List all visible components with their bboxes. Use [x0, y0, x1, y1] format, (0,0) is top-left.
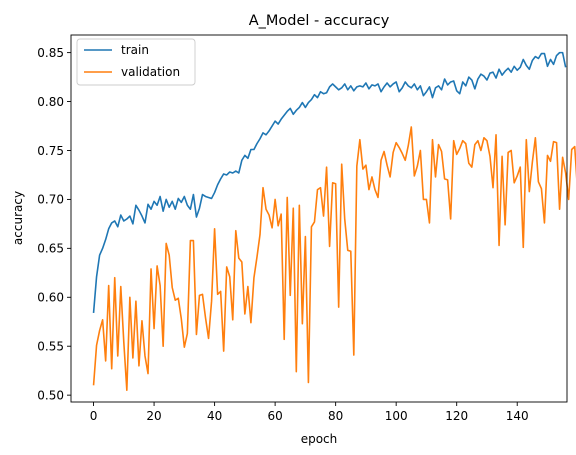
y-tick-label: 0.55: [37, 340, 64, 354]
y-tick-label: 0.80: [37, 95, 64, 109]
y-tick-label: 0.65: [37, 242, 64, 256]
legend-validation-label: validation: [121, 65, 180, 79]
series-line-validation: [92, 126, 576, 392]
x-tick-label: 80: [328, 409, 343, 423]
x-tick-label: 0: [90, 409, 98, 423]
y-tick-label: 0.85: [37, 46, 64, 60]
x-tick-label: 20: [146, 409, 161, 423]
legend: train validation: [76, 38, 196, 86]
x-tick-label: 120: [445, 409, 468, 423]
x-axis-ticks: 0 20 40 60 80 100 120 140: [90, 402, 529, 423]
x-tick-label: 40: [207, 409, 222, 423]
y-tick-label: 0.50: [37, 388, 64, 402]
series-line-train: [92, 51, 567, 314]
series-layer: [92, 51, 576, 392]
plot-frame: [70, 34, 568, 403]
x-tick-label: 60: [267, 409, 282, 423]
y-tick-label: 0.75: [37, 144, 64, 158]
y-tick-label: 0.60: [37, 291, 64, 305]
x-tick-label: 100: [385, 409, 408, 423]
y-axis-ticks: 0.50 0.55 0.60 0.65 0.70 0.75 0.80 0.85: [37, 46, 71, 402]
y-tick-label: 0.70: [37, 193, 64, 207]
y-axis-label: accuracy: [11, 191, 25, 245]
chart-title: A_Model - accuracy: [249, 13, 390, 29]
x-axis-label: epoch: [301, 432, 338, 446]
legend-train-label: train: [121, 43, 149, 57]
x-tick-label: 140: [506, 409, 529, 423]
